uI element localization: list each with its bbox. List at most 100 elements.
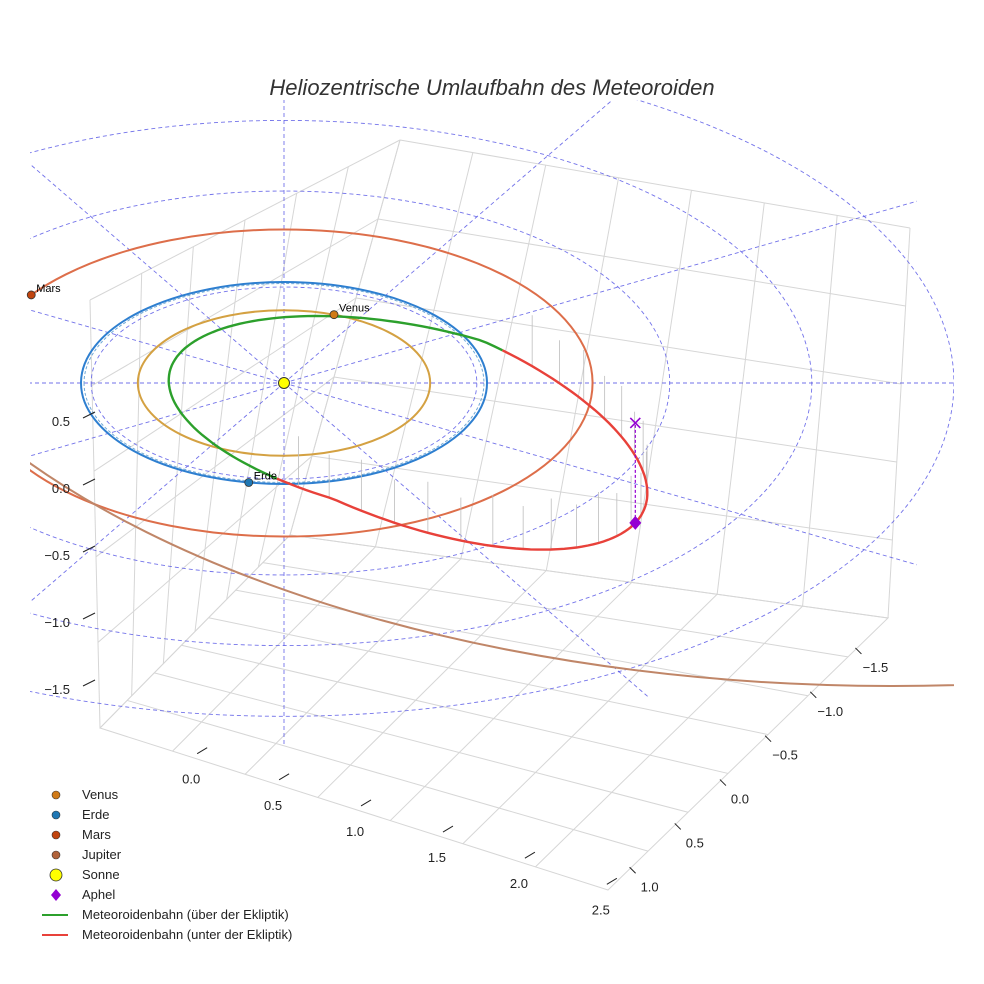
planet-orbits: [30, 228, 954, 687]
x-tick-label: 2.5: [592, 902, 610, 917]
reference-circle: [30, 100, 954, 717]
aphelion-marker: [629, 515, 642, 530]
z-tick-mark: [82, 545, 96, 553]
planet-label-venus: Venus: [339, 303, 370, 315]
y-tick-label: 1.0: [641, 879, 659, 894]
y-tick-mark: [719, 779, 727, 786]
legend-swatch-circle: [51, 810, 61, 820]
y-tick-label: −1.5: [863, 660, 889, 675]
chart-title: Heliozentrische Umlaufbahn des Meteoroid…: [269, 75, 714, 100]
legend-label: Meteoroidenbahn (über der Ekliptik): [82, 907, 289, 922]
floor-grid-line: [317, 570, 547, 798]
side-grid-line: [131, 273, 143, 696]
legend-label: Jupiter: [82, 847, 122, 862]
legend-label: Meteoroidenbahn (unter der Ekliptik): [82, 927, 292, 942]
z-tick-label: −1.0: [44, 615, 70, 630]
side-grid-line: [257, 166, 349, 568]
orbit-venus: [136, 309, 432, 457]
meteoroid-above-ecliptic: [167, 314, 504, 480]
legend-entry: Mars: [51, 827, 111, 842]
meteoroid-orbit: [167, 314, 649, 551]
floor-grid-line: [244, 558, 462, 775]
reference-spoke: [30, 382, 285, 603]
side-grid-line: [162, 246, 194, 664]
wall-grid-line: [716, 202, 765, 595]
reference-spoke: [283, 382, 918, 566]
z-tick-label: 0.0: [52, 481, 70, 496]
wall-grid-line: [545, 177, 620, 571]
y-tick-label: 0.5: [686, 835, 704, 850]
legend-swatch-circle: [49, 868, 63, 882]
floor-grid-line: [535, 605, 803, 868]
reference-spoke: [30, 382, 285, 457]
z-tick-mark: [82, 612, 96, 620]
planet-venus: [329, 310, 339, 320]
z-tick-label: 0.5: [52, 414, 70, 429]
axis-ticks: 0.0 0.5 1.0 1.5 2.0 2.5 −1.5 −1.0 −0.5 0.0 0.5 1.0 −…: [44, 411, 889, 917]
legend-entry: Aphel: [51, 887, 115, 902]
x-tick-label: 2.0: [510, 876, 528, 891]
y-tick-mark: [855, 647, 862, 655]
floor-grid-line: [154, 672, 689, 813]
x-tick-mark: [442, 825, 454, 833]
wall-grid-line: [802, 215, 838, 607]
y-tick-label: −0.5: [772, 748, 798, 763]
reference-spoke: [283, 100, 614, 384]
z-tick-label: −1.5: [44, 682, 70, 697]
planet-label-erde: Erde: [254, 470, 277, 482]
x-tick-mark: [278, 773, 290, 781]
y-tick-label: 0.0: [731, 792, 749, 807]
x-tick-mark: [524, 851, 536, 859]
wall-grid-line: [377, 218, 906, 307]
side-grid-line: [194, 219, 246, 632]
z-tick-mark: [82, 478, 96, 486]
legend-label: Mars: [82, 827, 111, 842]
floor-grid-line: [462, 593, 718, 845]
side-grid-line: [289, 139, 401, 536]
legend-swatch-diamond: [51, 889, 61, 901]
reference-spoke: [283, 200, 918, 384]
legend-swatch-circle: [51, 830, 61, 840]
legend-entry: Meteoroidenbahn (über der Ekliptik): [42, 907, 289, 922]
x-tick-label: 0.5: [264, 798, 282, 813]
planet-markers: Venus Erde Mars: [26, 283, 370, 487]
axis-panes: [89, 139, 911, 891]
floor-grid-line: [208, 617, 769, 736]
sun-marker: [278, 377, 290, 389]
orbit-erde-trace: [83, 283, 485, 483]
floor-grid-line: [262, 562, 849, 658]
x-tick-label: 0.0: [182, 772, 200, 787]
side-grid-line: [226, 193, 298, 600]
legend-entry: Venus: [51, 787, 119, 802]
wall-grid-line: [333, 376, 897, 463]
meteoroid-below-ecliptic: [276, 349, 649, 551]
wall-grid-line: [399, 139, 911, 229]
x-tick-label: 1.0: [346, 824, 364, 839]
z-tick-mark: [82, 411, 96, 419]
planet-mars: [26, 290, 36, 300]
legend-label: Venus: [82, 787, 119, 802]
legend-entry: Sonne: [49, 867, 120, 882]
wall-grid-line: [631, 190, 692, 583]
wall-grid-line: [887, 227, 911, 619]
legend-entry: Meteoroidenbahn (unter der Ekliptik): [42, 927, 292, 942]
legend-label: Aphel: [82, 887, 115, 902]
meteoroid-z-stems: [298, 315, 648, 550]
floor-pane: [99, 534, 890, 891]
wall-grid-line: [289, 534, 889, 619]
legend-label: Erde: [82, 807, 109, 822]
floor-grid-line: [172, 546, 376, 752]
orbit-mars: [30, 228, 594, 538]
orbit-jupiter: [30, 462, 954, 687]
reference-spoke: [283, 382, 650, 699]
reference-spoke: [30, 163, 285, 384]
legend-entry: Erde: [51, 807, 109, 822]
z-tick-label: −0.5: [44, 548, 70, 563]
wall-grid-line: [311, 455, 893, 541]
ecliptic-reference-grid: [30, 100, 954, 747]
z-tick-mark: [82, 679, 96, 687]
x-tick-mark: [196, 747, 208, 755]
legend-entry: Jupiter: [51, 847, 122, 862]
y-tick-mark: [674, 823, 682, 830]
